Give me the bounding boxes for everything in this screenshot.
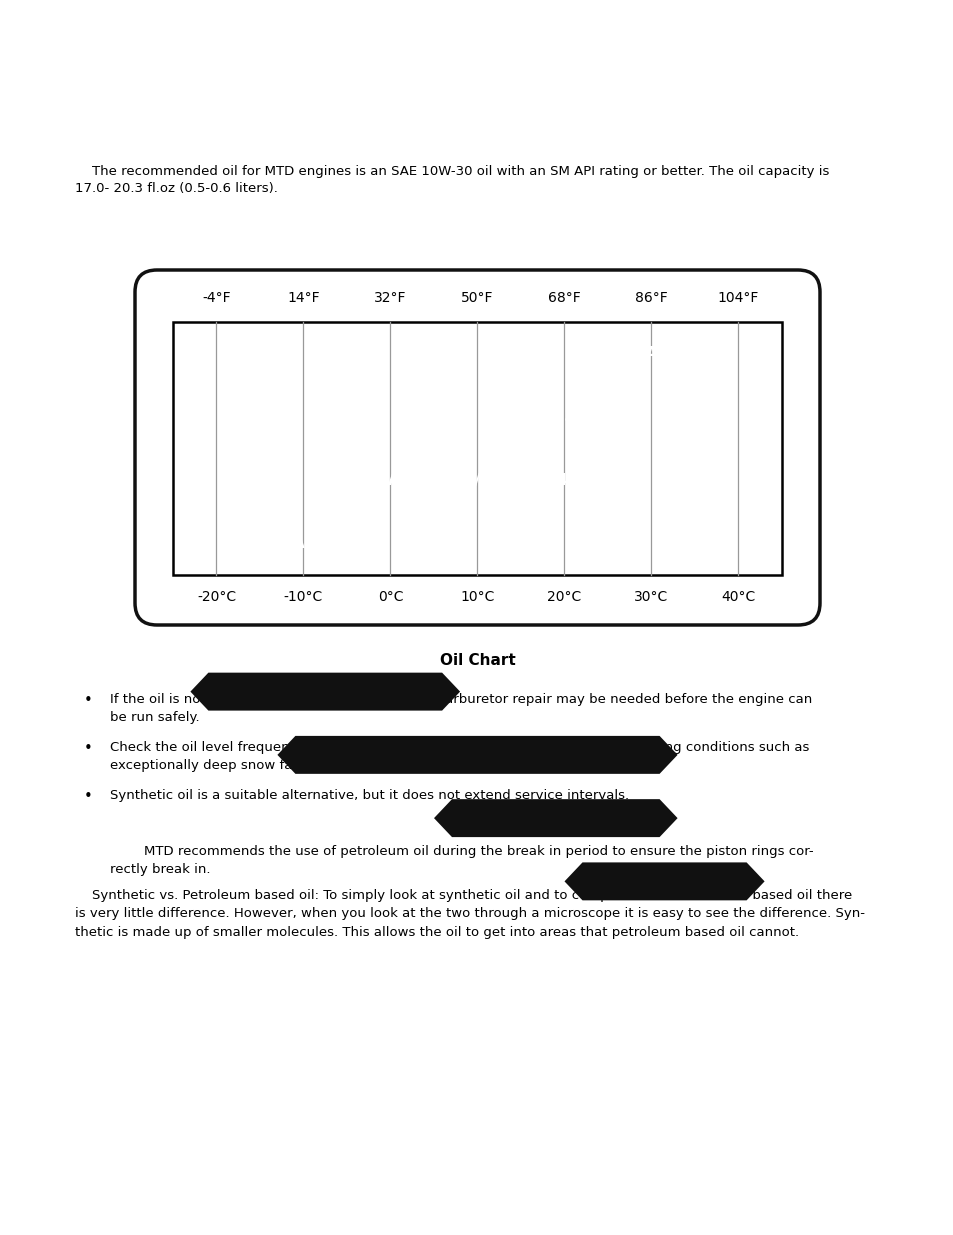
- Text: -4°F: -4°F: [202, 291, 231, 305]
- Text: SAE 40: SAE 40: [634, 346, 694, 361]
- Bar: [172, 322, 781, 576]
- Text: 50°F: 50°F: [460, 291, 494, 305]
- Text: Oil Chart: Oil Chart: [439, 653, 515, 668]
- Text: 30°C: 30°C: [634, 590, 668, 604]
- Text: Synthetic vs. Petroleum based oil: To simply look at synthetic oil and to compar: Synthetic vs. Petroleum based oil: To si…: [75, 889, 864, 939]
- Text: -20°C: -20°C: [196, 590, 235, 604]
- Text: •: •: [84, 789, 92, 804]
- Polygon shape: [277, 736, 677, 774]
- Text: SAE 5W20: SAE 5W20: [281, 536, 369, 551]
- Text: Synthetic oil is a suitable alternative, but it does not extend service interval: Synthetic oil is a suitable alternative,…: [110, 789, 628, 802]
- FancyBboxPatch shape: [135, 270, 820, 625]
- Text: 40°C: 40°C: [720, 590, 755, 604]
- Text: MTD recommends the use of petroleum oil during the break in period to ensure the: MTD recommends the use of petroleum oil …: [110, 845, 813, 877]
- Text: 14°F: 14°F: [287, 291, 319, 305]
- Text: 10°C: 10°C: [460, 590, 495, 604]
- Text: SAE 30: SAE 30: [525, 409, 585, 425]
- Text: Check the oil level frequently and change the oil more frequently in severe oper: Check the oil level frequently and chang…: [110, 741, 808, 773]
- Text: 86°F: 86°F: [635, 291, 667, 305]
- Text: •: •: [84, 741, 92, 756]
- Polygon shape: [191, 673, 459, 710]
- Text: The recommended oil for MTD engines is an SAE 10W-30 oil with an SM API rating o: The recommended oil for MTD engines is a…: [75, 165, 828, 178]
- Text: 104°F: 104°F: [717, 291, 759, 305]
- Text: SAE 10W30/SAE 10W40: SAE 10W30/SAE 10W40: [376, 473, 578, 488]
- Text: 17.0- 20.3 fl.oz (0.5-0.6 liters).: 17.0- 20.3 fl.oz (0.5-0.6 liters).: [75, 182, 277, 195]
- Text: 68°F: 68°F: [548, 291, 580, 305]
- Polygon shape: [564, 862, 763, 900]
- Text: 20°C: 20°C: [547, 590, 581, 604]
- Text: 0°C: 0°C: [377, 590, 403, 604]
- Polygon shape: [434, 799, 677, 837]
- Text: -10°C: -10°C: [284, 590, 323, 604]
- Text: •: •: [84, 693, 92, 708]
- Text: If the oil is noticeably thin, or smells of gasoline, carburetor repair may be n: If the oil is noticeably thin, or smells…: [110, 693, 811, 725]
- Text: 32°F: 32°F: [374, 291, 406, 305]
